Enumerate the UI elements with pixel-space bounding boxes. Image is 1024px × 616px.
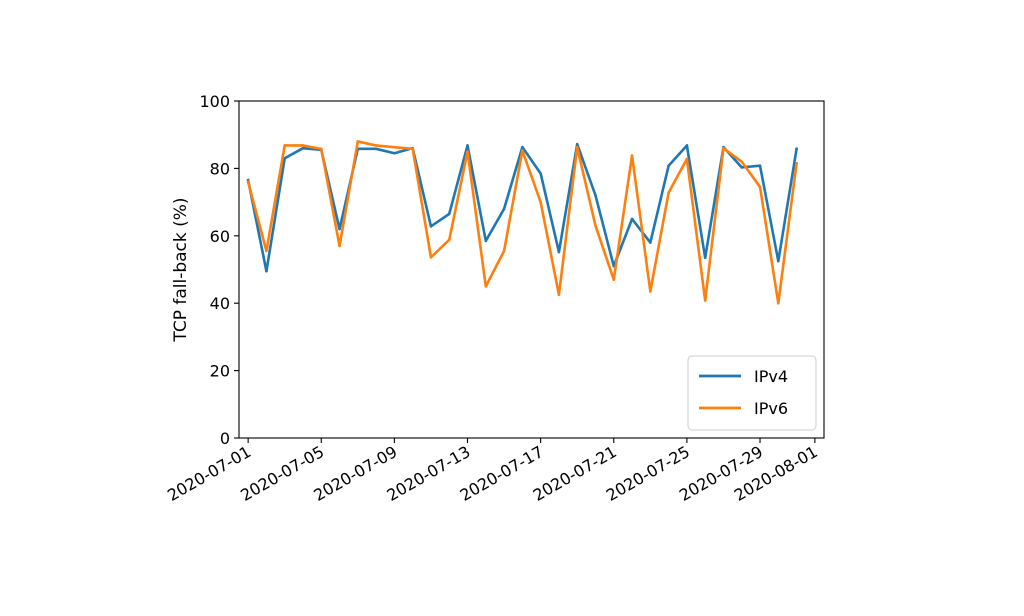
data-point-ipv6	[319, 147, 323, 151]
data-point-ipv6	[557, 293, 561, 297]
data-point-ipv4	[502, 207, 506, 211]
data-point-ipv6	[338, 244, 341, 248]
data-point-ipv4	[301, 146, 305, 150]
data-point-ipv6	[429, 256, 433, 259]
data-point-ipv6	[703, 299, 707, 302]
data-point-ipv6	[521, 149, 524, 152]
y-tick-label: 20	[210, 362, 230, 381]
series-line-ipv6	[246, 140, 799, 305]
data-point-ipv6	[795, 162, 798, 165]
data-point-ipv6	[393, 145, 396, 149]
y-tick-label: 60	[210, 227, 230, 246]
data-point-ipv6	[502, 249, 506, 253]
data-point-ipv4	[374, 147, 378, 151]
data-point-ipv6	[301, 144, 305, 147]
y-tick-label: 100	[199, 92, 230, 111]
series-layer	[246, 140, 799, 305]
data-point-ipv4	[740, 166, 744, 169]
data-point-ipv4	[447, 212, 451, 216]
data-point-ipv4	[557, 250, 561, 254]
y-tick-label: 0	[220, 429, 230, 448]
data-point-ipv6	[283, 144, 287, 147]
legend-label-ipv6: IPv6	[754, 399, 788, 418]
y-axis-label: TCP fall-back (%)	[171, 197, 191, 342]
data-point-ipv6	[630, 154, 634, 157]
x-axis: 2020-07-012020-07-052020-07-092020-07-13…	[164, 438, 821, 505]
data-point-ipv4	[667, 164, 670, 167]
data-point-ipv4	[521, 145, 524, 149]
data-point-ipv6	[246, 180, 250, 184]
data-point-ipv4	[685, 144, 689, 147]
data-point-ipv6	[649, 290, 652, 293]
data-point-ipv6	[539, 200, 542, 204]
data-point-ipv6	[758, 185, 762, 189]
data-point-ipv6	[411, 147, 414, 151]
data-point-ipv6	[356, 140, 360, 143]
y-axis: 0 20 40 60 80 100	[199, 92, 239, 448]
data-point-ipv6	[685, 157, 689, 161]
data-point-ipv6	[447, 238, 451, 242]
plot-frame	[238, 100, 825, 439]
data-point-ipv6	[484, 285, 488, 288]
data-point-ipv4	[484, 239, 488, 243]
data-point-ipv6	[740, 160, 744, 163]
data-point-ipv4	[429, 225, 433, 228]
y-tick-label: 40	[210, 294, 230, 313]
data-point-ipv6	[667, 191, 670, 194]
data-point-ipv4	[575, 142, 579, 146]
legend-box	[687, 355, 817, 431]
data-point-ipv6	[265, 249, 268, 253]
y-tick-label: 80	[210, 159, 230, 178]
data-point-ipv4	[758, 164, 762, 167]
data-point-ipv4	[630, 217, 634, 221]
data-point-ipv4	[649, 241, 652, 244]
legend-label-ipv4: IPv4	[754, 367, 788, 386]
data-point-ipv4	[777, 259, 780, 263]
data-point-ipv6	[374, 144, 378, 147]
data-point-ipv6	[777, 301, 780, 305]
data-point-ipv4	[466, 144, 469, 147]
data-point-ipv4	[594, 194, 597, 197]
data-point-ipv4	[393, 151, 396, 155]
series-line-ipv4	[246, 142, 799, 273]
data-point-ipv4	[265, 269, 268, 273]
data-point-ipv4	[703, 256, 707, 260]
data-point-ipv6	[594, 224, 597, 227]
data-point-ipv4	[338, 227, 341, 231]
data-point-ipv6	[466, 150, 469, 153]
data-point-ipv6	[575, 145, 579, 149]
legend: IPv4 IPv6	[687, 355, 817, 431]
data-point-ipv4	[283, 156, 287, 160]
data-point-ipv4	[795, 147, 798, 151]
data-point-ipv4	[539, 172, 542, 175]
data-point-ipv6	[612, 278, 616, 281]
data-point-ipv6	[722, 146, 725, 150]
